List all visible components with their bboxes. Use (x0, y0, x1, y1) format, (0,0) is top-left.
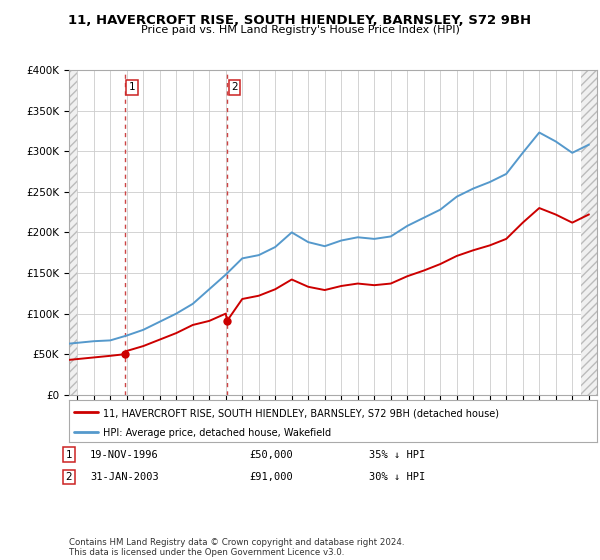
Text: 11, HAVERCROFT RISE, SOUTH HIENDLEY, BARNSLEY, S72 9BH (detached house): 11, HAVERCROFT RISE, SOUTH HIENDLEY, BAR… (103, 408, 499, 418)
Text: 1: 1 (129, 82, 136, 92)
Text: £50,000: £50,000 (249, 450, 293, 460)
Text: 35% ↓ HPI: 35% ↓ HPI (369, 450, 425, 460)
Text: Contains HM Land Registry data © Crown copyright and database right 2024.
This d: Contains HM Land Registry data © Crown c… (69, 538, 404, 557)
Text: HPI: Average price, detached house, Wakefield: HPI: Average price, detached house, Wake… (103, 428, 331, 438)
Text: 31-JAN-2003: 31-JAN-2003 (90, 472, 159, 482)
Text: Price paid vs. HM Land Registry's House Price Index (HPI): Price paid vs. HM Land Registry's House … (140, 25, 460, 35)
Text: 30% ↓ HPI: 30% ↓ HPI (369, 472, 425, 482)
Text: 11, HAVERCROFT RISE, SOUTH HIENDLEY, BARNSLEY, S72 9BH: 11, HAVERCROFT RISE, SOUTH HIENDLEY, BAR… (68, 14, 532, 27)
Text: 19-NOV-1996: 19-NOV-1996 (90, 450, 159, 460)
Text: 2: 2 (231, 82, 238, 92)
Text: 1: 1 (65, 450, 73, 460)
Text: £91,000: £91,000 (249, 472, 293, 482)
Text: 2: 2 (65, 472, 73, 482)
